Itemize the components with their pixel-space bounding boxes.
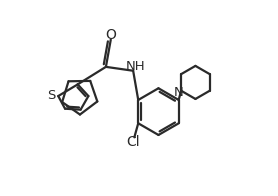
Text: Cl: Cl — [126, 135, 140, 149]
Text: O: O — [106, 28, 116, 42]
Text: N: N — [173, 86, 183, 99]
Text: S: S — [47, 89, 55, 102]
Text: NH: NH — [125, 60, 145, 73]
